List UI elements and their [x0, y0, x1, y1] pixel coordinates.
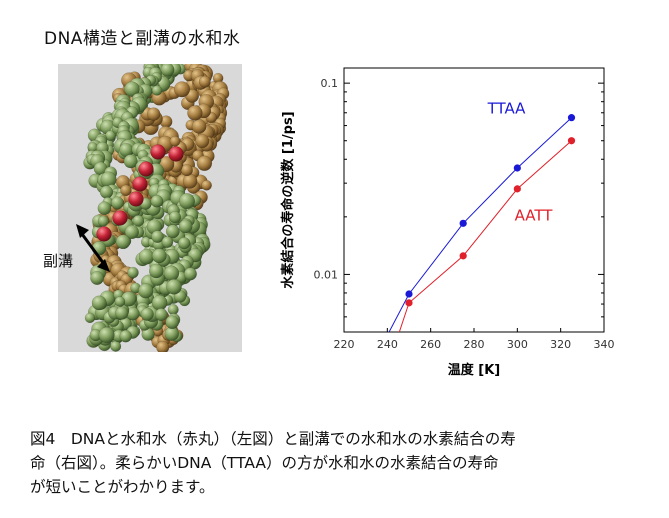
data-point-ttaa-275	[459, 219, 467, 227]
water-sphere	[138, 161, 154, 177]
plot-frame	[343, 67, 605, 333]
data-point-aatt-275	[459, 252, 467, 260]
series-label-aatt: AATT	[515, 207, 554, 225]
caption-line-1: 図4 DNAと水和水（赤丸）（左図）と副溝での水和水の水素結合の寿	[30, 430, 516, 448]
dna-atom	[151, 85, 163, 96]
dna-atom	[115, 306, 129, 320]
dna-atom	[114, 296, 126, 307]
groove-arrow-head-bottom	[97, 259, 110, 272]
dna-atom	[196, 155, 213, 172]
dna-molecule-image	[58, 64, 242, 352]
dna-atom	[187, 105, 203, 121]
water-sphere	[132, 176, 148, 192]
y-axis-ticks: 0.1 0.01	[314, 77, 604, 333]
dna-atom	[156, 340, 170, 352]
y-tick-label-0.01: 0.01	[314, 268, 339, 281]
water-sphere	[168, 146, 184, 162]
dna-atom	[138, 248, 155, 265]
dna-atom	[111, 196, 124, 210]
x-axis-label: 温度 [K]	[448, 362, 500, 378]
data-point-ttaa-250	[405, 290, 413, 298]
water-sphere	[96, 226, 112, 242]
dna-atom	[97, 201, 112, 215]
dna-atom	[151, 230, 164, 243]
x-tick-label-260: 260	[420, 338, 441, 351]
dna-atom	[110, 340, 122, 352]
series-line-ttaa	[388, 117, 572, 332]
dna-atom	[191, 119, 207, 134]
dna-atom	[168, 211, 181, 224]
dna-atom	[178, 219, 193, 234]
dna-atom	[150, 194, 164, 208]
dna-atom	[182, 174, 198, 189]
dna-atom	[161, 236, 174, 248]
dna-atom	[163, 265, 180, 282]
dna-atom	[138, 283, 154, 299]
data-point-ttaa-300	[513, 164, 521, 172]
y-axis-label: 水素結合の寿命の逆数 [1/ps]	[280, 111, 296, 288]
dna-atom	[90, 271, 104, 285]
lifetime-chart: 220 240 260 280 300 320 340 0.1 0.01 TTAA AATT 温…	[280, 67, 615, 378]
x-tick-label-240: 240	[377, 338, 398, 351]
y-tick-label-0.1: 0.1	[321, 77, 339, 90]
dna-atom	[119, 330, 132, 343]
data-point-aatt-300	[513, 185, 521, 193]
x-tick-label-280: 280	[464, 338, 485, 351]
x-tick-label-340: 340	[594, 338, 615, 351]
dna-atom	[201, 180, 212, 191]
dna-atom	[167, 304, 179, 316]
dna-atom	[124, 224, 140, 240]
caption-line-3: が短いことがわかります。	[30, 478, 215, 496]
dna-atom	[132, 214, 145, 227]
dna-atom	[140, 307, 154, 321]
dna-atom	[124, 81, 140, 97]
water-sphere	[128, 191, 144, 207]
water-sphere	[112, 210, 128, 226]
water-sphere	[150, 144, 166, 160]
dna-atom	[169, 136, 181, 147]
dna-atom	[149, 263, 164, 279]
x-tick-label-220: 220	[334, 338, 355, 351]
dna-atom	[151, 248, 167, 264]
dna-atom	[160, 64, 175, 77]
dna-atom	[97, 215, 109, 227]
dna-atom	[195, 134, 210, 149]
dna-green-strand	[84, 64, 211, 348]
dna-atom	[98, 327, 115, 344]
dna-atom	[178, 193, 195, 210]
x-axis-ticks: 220 240 260 280 300 320 340	[334, 328, 615, 351]
series-layer: TTAA AATT	[388, 100, 576, 332]
dna-atom	[154, 308, 168, 322]
minor-groove-label: 副溝	[43, 252, 74, 270]
hydration-water-spheres	[96, 144, 184, 242]
dna-atom	[180, 164, 193, 177]
dna-atom	[165, 224, 180, 239]
dna-atom	[91, 295, 107, 311]
groove-arrow-shaft	[80, 233, 106, 265]
figure-title: DNA構造と副溝の水和水	[44, 29, 241, 49]
x-tick-label-320: 320	[550, 338, 571, 351]
figure-caption: 図4 DNAと水和水（赤丸）（左図）と副溝での水和水の水素結合の寿 命（右図）。…	[30, 427, 650, 499]
data-point-aatt-325	[567, 137, 576, 145]
dna-atom	[84, 312, 96, 324]
series-line-aatt	[398, 140, 572, 332]
dna-atom	[146, 107, 161, 121]
dna-atom	[120, 184, 132, 197]
dna-atom	[151, 294, 168, 311]
dna-atom	[183, 267, 197, 281]
x-tick-label-300: 300	[507, 338, 528, 351]
series-label-ttaa: TTAA	[487, 100, 527, 118]
dna-atom	[115, 234, 131, 250]
dna-atom	[198, 75, 211, 88]
dna-atom	[166, 278, 182, 295]
caption-line-2: 命（右図）。柔らかいDNA（TTAA）の方が水和水の水素結合の寿命	[30, 454, 499, 472]
data-point-ttaa-325	[567, 114, 576, 122]
dna-atom	[178, 237, 191, 250]
dna-atom	[173, 81, 190, 98]
dna-atom	[127, 266, 139, 279]
dna-atom	[99, 185, 114, 199]
data-point-aatt-250	[405, 299, 413, 307]
dna-atom	[165, 315, 179, 330]
groove-arrow-head-top	[76, 224, 89, 238]
